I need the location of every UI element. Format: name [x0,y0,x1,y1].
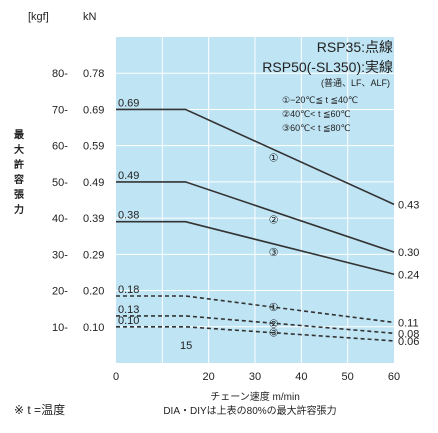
y-label-char: 力 [14,203,24,216]
series-line [116,295,395,324]
legend-cond-2: ②40℃< t ≦60℃ [282,109,351,119]
y-tick-kgf: 10- [52,322,68,334]
series-end-label: 0.43 [398,199,419,211]
y-tick-kgf: 60- [52,141,68,153]
legend-line2: RSP50(-SL350):実線 [262,59,393,75]
y-tick-kn: 0.29 [83,249,104,261]
series-end-label: 0.08 [398,328,419,340]
series-start-label: 0.18 [118,284,139,296]
series-start-label: 0.13 [118,304,139,316]
y-tick-kgf: 50- [52,177,68,189]
y-tick-kn: 0.78 [83,68,104,80]
grid [116,37,394,363]
y-tick-kn: 0.39 [83,213,104,225]
y-tick-kn: 0.59 [83,141,104,153]
y-tick-kn: 0.10 [83,322,104,334]
y-tick-labels: 10- 0.10 20- 0.20 30- 0.29 40- 0.39 50- 0.49 60- 0.… [52,68,104,334]
legend-line1: RSP35:点線 [317,39,393,55]
x-tick: 20 [203,371,215,383]
series-start-label: 0.10 [118,315,139,327]
y-label-char: 容 [13,173,24,186]
x-tick: 30 [249,371,261,383]
series-marker: ① [269,302,279,314]
series-marker: ② [269,318,279,330]
series-marker: ③ [269,247,279,259]
series-line [116,108,395,206]
line-labels: 0.69 0.43 ① 0.49 0.30 ② 0.38 0.24 ③ 0.18 0.11 ① 0.13… [118,97,419,347]
y-label-char: 張 [14,189,25,201]
x-tick: 50 [342,371,354,383]
y-tick-kgf: 20- [52,286,68,298]
x-axis-label: チェーン速度 m/min [210,390,300,403]
series-line [116,325,395,342]
y-label-char: 大 [14,143,24,156]
y-tick-kgf: 30- [52,249,68,261]
series-start-label: 0.49 [118,170,139,182]
x-tick: 40 [295,371,307,383]
series-start-label: 0.38 [118,210,139,222]
series-lines [116,108,395,342]
x-extra-label: 15 [180,340,192,352]
footnote-temp: ※ t =温度 [14,402,65,417]
series-end-label: 0.30 [398,247,419,259]
series-end-label: 0.06 [398,336,419,348]
series-end-label: 0.24 [398,269,419,281]
y-tick-kgf: 80- [52,68,68,80]
series-start-label: 0.69 [118,97,139,109]
unit-kgf: [kgf] [28,11,49,23]
series-end-label: 0.11 [398,317,419,329]
legend-line3: (普通、LF、ALF) [321,77,390,88]
y-tick-kgf: 40- [52,213,68,225]
series-line [116,315,395,335]
x-tick: 0 [113,371,119,383]
series-marker: ③ [269,328,279,340]
x-tick-labels: 0 20 30 40 50 60 [113,371,400,383]
y-tick-kn: 0.49 [83,177,104,189]
legend-cond-1: ①−20℃≦ t ≦40℃ [282,95,358,105]
unit-kn: kN [83,11,97,23]
series-marker: ② [269,215,279,227]
y-tick-kn: 0.69 [83,104,104,116]
y-label-char: 最 [14,129,25,141]
legend-cond-3: ③60℃< t ≦80℃ [282,123,351,133]
y-tick-kgf: 70- [52,104,68,116]
y-axis-label: 最大許容張力 [13,129,25,216]
y-label-char: 許 [14,158,24,171]
series-line [116,220,395,276]
y-tick-kn: 0.20 [83,286,104,298]
series-marker: ① [269,153,279,165]
series-line [116,181,395,253]
x-tick: 60 [388,371,400,383]
footnote-dia: DIA・DIYは上表の80%の最大許容張力 [163,404,336,417]
